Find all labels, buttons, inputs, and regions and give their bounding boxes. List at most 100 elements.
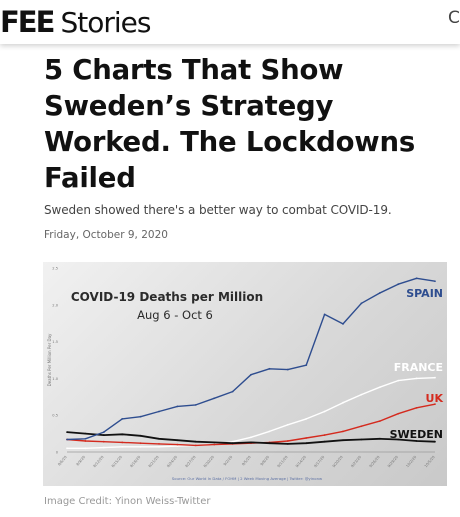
data-point-uk [121, 441, 124, 444]
data-point-uk [139, 442, 142, 445]
x-tick-label: 8/9/20 [76, 455, 87, 467]
data-point-spain [286, 368, 289, 371]
data-point-sweden [415, 440, 418, 442]
chart-subtitle: Aug 6 - Oct 6 [137, 308, 213, 322]
data-point-france [323, 410, 326, 413]
data-point-uk [305, 437, 308, 439]
data-point-spain [66, 438, 68, 441]
data-point-uk [397, 412, 400, 415]
data-point-sweden [250, 441, 252, 444]
data-point-uk [286, 440, 289, 442]
logo-fee: FEE [0, 5, 55, 39]
x-tick-label: 9/11/20 [277, 455, 289, 469]
data-point-spain [305, 364, 308, 367]
series-label-spain: SPAIN [406, 287, 443, 300]
series-label-sweden: SWEDEN [390, 428, 443, 441]
y-tick-label: 2.5 [52, 267, 58, 271]
data-point-spain [323, 313, 326, 316]
data-point-france [158, 445, 160, 448]
x-tick-label: 9/29/20 [387, 455, 399, 469]
x-tick-label: 9/2/20 [223, 455, 234, 467]
x-tick-label: 8/12/20 [93, 455, 105, 469]
chart-figure: 2.5 2.0 1.5 1.0 0.5 0 Deaths Per Million Per D… [43, 262, 447, 486]
data-point-spain [360, 302, 363, 305]
data-point-spain [378, 292, 381, 294]
chart-source: Source: Our World In Data / FOHM | 2 Wee… [172, 476, 322, 481]
data-point-sweden [66, 431, 68, 434]
x-tick-label: 8/6/20 [57, 455, 68, 467]
data-point-spain [121, 417, 124, 420]
data-point-spain [397, 283, 400, 286]
data-point-sweden [397, 438, 400, 441]
data-point-france [139, 445, 142, 448]
data-point-spain [342, 323, 344, 325]
data-point-france [360, 393, 363, 396]
x-tick-label: 8/24/20 [166, 455, 178, 469]
data-point-france [378, 386, 381, 389]
x-tick-label: 10/2/20 [405, 455, 417, 469]
data-point-uk [176, 443, 179, 446]
y-tick-label: 2.0 [52, 303, 58, 307]
data-point-spain [213, 397, 216, 400]
x-tick-label: 10/5/20 [424, 455, 436, 469]
data-point-spain [231, 390, 234, 393]
data-point-france [231, 440, 234, 443]
article-subtitle: Sweden showed there's a better way to co… [44, 203, 392, 217]
series-label-uk: UK [426, 392, 444, 405]
data-point-spain [139, 415, 142, 418]
y-tick-label: 1.0 [52, 377, 58, 381]
data-point-france [415, 377, 418, 380]
x-tick-label: 9/8/20 [260, 455, 271, 467]
data-point-france [84, 447, 87, 450]
y-tick-label: 0 [56, 451, 59, 455]
data-point-spain [84, 437, 87, 440]
image-credit: Image Credit: Yinon Weiss-Twitter [44, 496, 211, 507]
x-tick-label: 8/27/20 [185, 455, 197, 469]
data-point-sweden [434, 440, 436, 443]
data-point-spain [268, 367, 271, 370]
data-point-uk [360, 425, 363, 428]
data-point-uk [213, 443, 216, 446]
data-point-spain [102, 431, 105, 434]
article-title: 5 Charts That Show Sweden’s Strategy Wor… [44, 54, 416, 194]
data-point-spain [434, 280, 436, 283]
data-point-spain [415, 277, 418, 280]
data-point-uk [323, 434, 326, 436]
data-point-sweden [84, 432, 87, 435]
data-point-uk [415, 406, 418, 409]
data-point-sweden [158, 437, 160, 440]
data-point-sweden [286, 443, 289, 445]
series-label-france: FRANCE [394, 361, 443, 374]
data-point-france [250, 436, 252, 439]
deaths-per-million-chart: 2.5 2.0 1.5 1.0 0.5 0 Deaths Per Million Per D… [47, 267, 444, 482]
data-point-uk [102, 440, 105, 443]
data-point-sweden [213, 441, 216, 444]
data-point-france [66, 447, 68, 450]
data-point-sweden [121, 433, 124, 436]
data-point-france [397, 379, 400, 382]
data-point-sweden [378, 437, 381, 440]
x-tick-label: 8/21/20 [148, 455, 160, 469]
y-axis-label: Deaths Per Million Per Day [47, 333, 52, 386]
x-tick-label: 9/14/20 [295, 455, 307, 469]
x-tick-label: 8/15/20 [111, 455, 123, 469]
data-point-sweden [231, 442, 234, 445]
data-point-sweden [102, 434, 105, 436]
x-tick-label: 9/23/20 [350, 455, 362, 469]
data-point-france [434, 376, 436, 379]
data-point-spain [194, 403, 197, 406]
data-point-uk [158, 443, 160, 445]
y-tick-label: 1.5 [52, 340, 58, 344]
search-icon[interactable]: C [448, 8, 460, 28]
data-point-france [121, 445, 124, 448]
data-point-france [286, 423, 289, 426]
data-point-spain [250, 373, 252, 376]
x-tick-label: 9/5/20 [241, 455, 252, 467]
data-point-uk [342, 430, 344, 433]
data-point-uk [434, 403, 436, 406]
data-point-uk [84, 440, 87, 442]
data-point-spain [176, 405, 179, 408]
data-point-sweden [139, 434, 142, 437]
x-tick-label: 9/20/20 [332, 455, 344, 469]
site-logo[interactable]: FEE Stories [0, 2, 151, 42]
